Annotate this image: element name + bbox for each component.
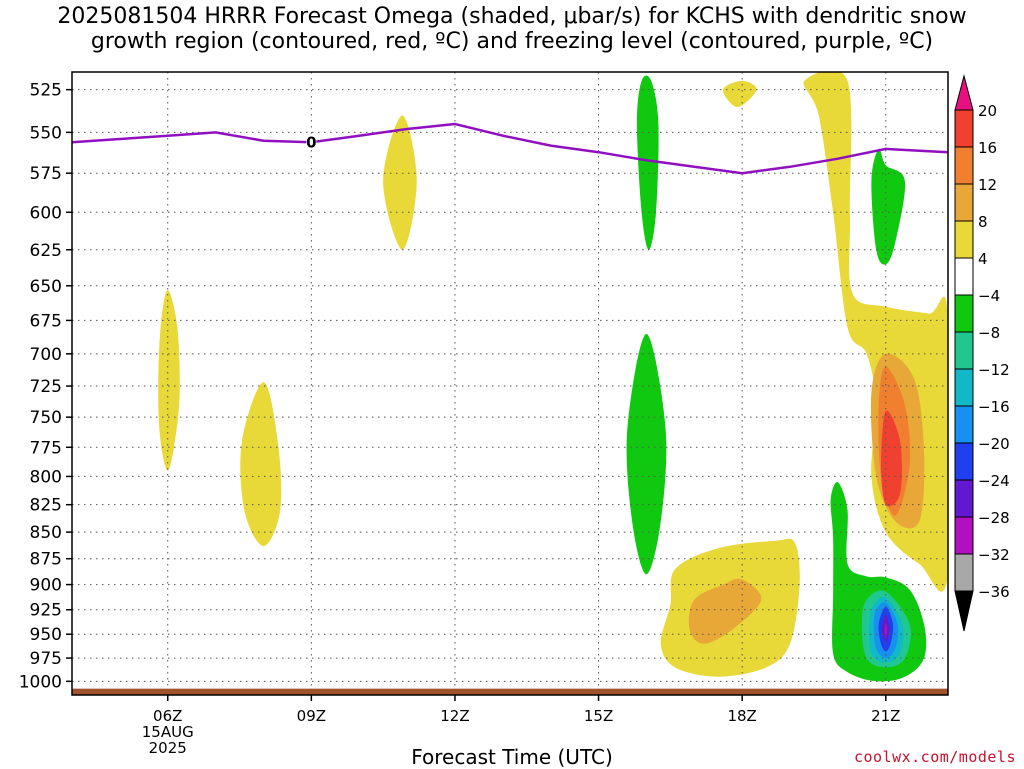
- colorbar-label-7: −12: [978, 361, 1010, 379]
- omega-region-0: [158, 290, 180, 471]
- colorbar-label-10: −24: [978, 472, 1010, 490]
- colorbar-swatch-10: [954, 479, 974, 518]
- y-tick-label-775: 775: [30, 438, 62, 458]
- omega-region-10: [636, 75, 659, 250]
- y-tick-label-725: 725: [30, 377, 62, 397]
- colorbar-label-11: −28: [978, 509, 1010, 527]
- omega-region-11: [626, 333, 667, 575]
- omega-region-1: [240, 382, 282, 546]
- x-tick-label-15Z: 15Z: [584, 707, 613, 725]
- y-tick-label-650: 650: [30, 277, 62, 297]
- y-tick-label-850: 850: [30, 523, 62, 543]
- colorbar-label-0: 20: [978, 102, 997, 120]
- colorbar-swatch-9: [954, 442, 974, 481]
- y-tick-label-575: 575: [30, 164, 62, 184]
- y-tick-label-925: 925: [30, 601, 62, 621]
- colorbar-swatch-8: [954, 405, 974, 444]
- colorbar-label-13: −36: [978, 583, 1010, 601]
- y-tick-label-800: 800: [30, 467, 62, 487]
- x-tick-label-09Z: 09Z: [297, 707, 326, 725]
- freezing-level-contour: 0: [71, 122, 949, 175]
- omega-region-9: [688, 578, 762, 644]
- y-tick-label-550: 550: [30, 123, 62, 143]
- y-tick-label-625: 625: [30, 241, 62, 261]
- omega-region-3: [722, 80, 757, 107]
- y-tick-label-975: 975: [30, 649, 62, 669]
- colorbar-label-3: 8: [978, 213, 988, 231]
- colorbar-swatch-6: [954, 331, 974, 370]
- title-line-2: growth region (contoured, red, ºC) and f…: [90, 29, 934, 54]
- grid-lines: [72, 72, 948, 695]
- y-tick-label-525: 525: [30, 81, 62, 101]
- colorbar-label-1: 16: [978, 139, 997, 157]
- title-line-1: 2025081504 HRRR Forecast Omega (shaded, …: [57, 4, 967, 29]
- omega-region-7: [881, 410, 902, 507]
- freezing-level-label: 0: [306, 133, 316, 151]
- x-tick-label-21Z: 21Z: [871, 707, 900, 725]
- colorbar: 20 16 12 8 4 −4 −8 −12 −16 −20 −24 −28 −32 −36: [954, 74, 1010, 632]
- omega-region-4: [803, 72, 948, 592]
- colorbar-label-9: −20: [978, 435, 1010, 453]
- x-tick-label-06Z: 06Z: [153, 707, 182, 725]
- credit-text: coolwx.com/models: [853, 748, 1016, 766]
- y-tick-label-600: 600: [30, 203, 62, 223]
- colorbar-label-5: −4: [978, 287, 1000, 305]
- terrain: [72, 688, 948, 695]
- colorbar-label-12: −32: [978, 546, 1010, 564]
- chart-title: 2025081504 HRRR Forecast Omega (shaded, …: [0, 4, 1024, 54]
- colorbar-swatch-12: [954, 553, 974, 592]
- omega-region-2: [383, 115, 417, 250]
- colorbar-label-4: 4: [978, 250, 988, 268]
- terrain-fill: [72, 688, 948, 695]
- colorbar-swatch-2: [954, 183, 974, 222]
- x-tick-date: 15AUG: [142, 723, 194, 741]
- colorbar-label-8: −16: [978, 398, 1010, 416]
- colorbar-swatch-7: [954, 368, 974, 407]
- x-tick-year: 2025: [149, 739, 187, 757]
- colorbar-swatch-11: [954, 516, 974, 555]
- x-axis-label: Forecast Time (UTC): [411, 745, 613, 769]
- y-tick-label-750: 750: [30, 408, 62, 428]
- colorbar-label-2: 12: [978, 176, 997, 194]
- y-tick-label-950: 950: [30, 625, 62, 645]
- y-tick-label-875: 875: [30, 550, 62, 570]
- y-tick-label-675: 675: [30, 311, 62, 331]
- x-tick-label-12Z: 12Z: [440, 707, 469, 725]
- omega-region-12: [871, 148, 906, 265]
- colorbar-swatch-5: [954, 294, 974, 333]
- y-tick-label-1000: 1000: [19, 672, 62, 692]
- y-axis-ticks: 525 550 575 600 625 650 675 700 725 750 775 800 825 8…: [19, 81, 72, 692]
- colorbar-arrow-bottom: [954, 590, 974, 632]
- colorbar-swatch-3: [954, 220, 974, 259]
- x-tick-label-18Z: 18Z: [727, 707, 756, 725]
- colorbar-swatch-0: [954, 109, 974, 148]
- freezing-level-label-bg: [306, 135, 317, 150]
- plot-frame: [71, 71, 949, 696]
- colorbar-arrow-top: [954, 74, 974, 111]
- colorbar-swatch-4: [954, 257, 974, 296]
- colorbar-label-6: −8: [978, 324, 1000, 342]
- y-tick-label-825: 825: [30, 496, 62, 516]
- omega-region-19: [884, 622, 888, 637]
- colorbar-swatch-1: [954, 146, 974, 185]
- y-tick-label-700: 700: [30, 345, 62, 365]
- y-tick-label-900: 900: [30, 576, 62, 596]
- freezing-level-line: [71, 122, 949, 175]
- omega-shading: [158, 72, 948, 682]
